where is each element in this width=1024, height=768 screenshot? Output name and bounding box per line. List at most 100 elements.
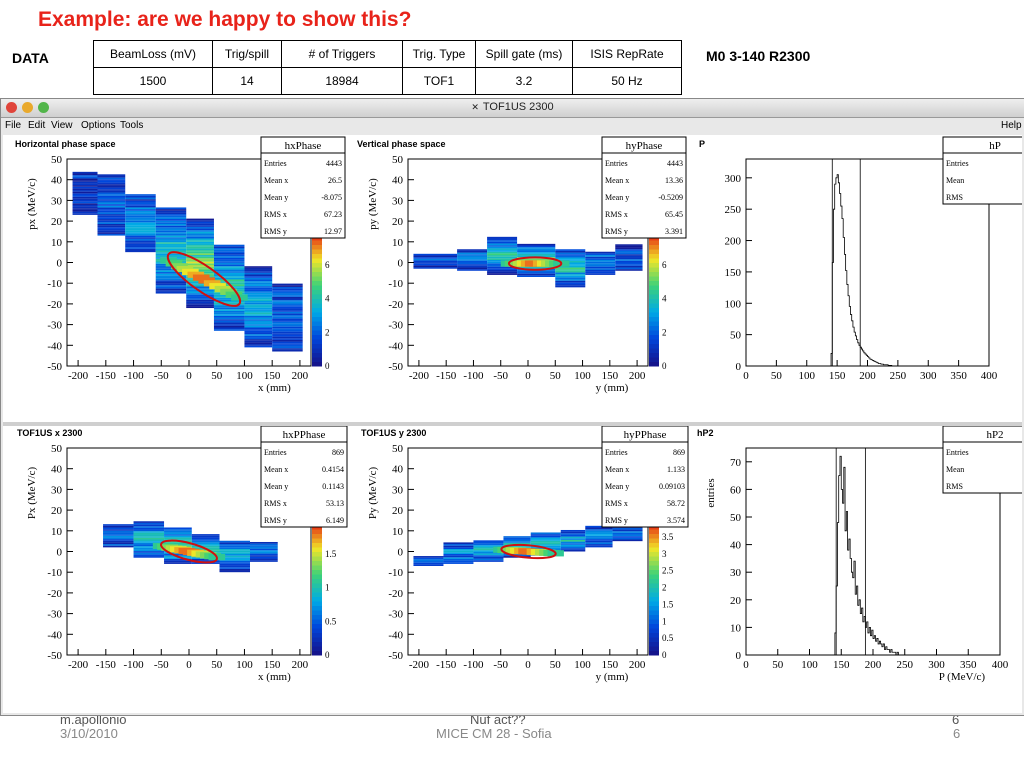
heatmap-cell <box>517 250 556 253</box>
heatmap-cell <box>612 539 643 542</box>
heatmap-cell <box>155 207 187 210</box>
heatmap-cell <box>155 235 187 238</box>
heatmap-cell <box>164 557 192 559</box>
x-tick-label: 350 <box>960 659 977 671</box>
heatmap-cell <box>191 534 220 536</box>
y-tick-label: 0 <box>736 650 742 662</box>
heatmap-cell <box>213 249 245 252</box>
y-tick-label: 20 <box>51 216 63 228</box>
heatmap-cell <box>272 328 303 330</box>
stats-value: 869 <box>673 448 685 457</box>
heatmap-cell <box>413 258 458 261</box>
heatmap-cell <box>125 205 156 208</box>
maximize-window-icon[interactable] <box>38 102 49 113</box>
menu-file[interactable]: File <box>5 120 22 131</box>
heatmap-cell <box>72 171 98 174</box>
heatmap-cell <box>219 553 250 556</box>
y-tick-label: 30 <box>51 484 63 496</box>
close-window-icon[interactable] <box>6 102 17 113</box>
minimize-window-icon[interactable] <box>22 102 33 113</box>
heatmap-cell <box>473 555 504 557</box>
stats-label: Mean y <box>264 193 288 202</box>
stats-label: Mean <box>946 465 964 474</box>
colorbar-segment <box>312 578 322 584</box>
colorbar-segment <box>312 556 322 561</box>
menu-view[interactable]: View <box>51 120 73 131</box>
colorbar-segment <box>649 258 659 263</box>
y-axis-label: Py (MeV/c) <box>367 467 379 520</box>
y-tick-label: -30 <box>388 320 403 332</box>
heatmap-cell <box>560 543 586 545</box>
heatmap-cell <box>272 323 303 326</box>
run-label: M0 3-140 R2300 <box>706 48 811 64</box>
x-tick-label: -50 <box>154 370 169 382</box>
menu-help[interactable]: Help <box>1001 120 1022 131</box>
heatmap-cell <box>443 562 474 564</box>
pad-title: P <box>699 139 705 149</box>
heatmap-cell <box>213 314 245 316</box>
emittance-ellipse <box>160 539 218 564</box>
heatmap-cell <box>97 180 126 183</box>
heatmap-cell <box>125 220 156 223</box>
x-tick-label: -150 <box>436 659 457 671</box>
stats-label: Mean y <box>605 193 629 202</box>
y-tick-label: -30 <box>47 609 62 621</box>
heatmap-cell <box>103 544 134 546</box>
footer-page: 6 <box>953 726 961 741</box>
heatmap-cell <box>213 325 245 328</box>
heatmap-cell <box>250 545 278 547</box>
heatmap-cell <box>555 277 586 280</box>
heatmap-cell <box>473 558 504 561</box>
heatmap-cell <box>155 237 187 239</box>
heatmap-cell <box>186 286 214 289</box>
beam-info-table: BeamLoss (mV) Trig/spill # of Triggers T… <box>93 40 682 95</box>
heatmap-cell <box>250 541 278 544</box>
window-titlebar[interactable]: ✕ TOF1US 2300 <box>1 99 1024 118</box>
heatmap-cell <box>487 241 518 244</box>
heatmap-cell <box>585 529 613 531</box>
heatmap-cell <box>213 267 245 270</box>
menu-options[interactable]: Options <box>81 120 116 131</box>
x-tick-label: -200 <box>409 370 430 382</box>
menu-edit[interactable]: Edit <box>28 120 46 131</box>
plot-canvas[interactable]: Horizontal phase space02468-200-150-100-… <box>3 135 1024 713</box>
colorbar-segment <box>649 312 659 317</box>
heatmap-cell <box>272 283 303 286</box>
heatmap-cell <box>191 540 220 543</box>
y-tick-label: 10 <box>392 237 404 249</box>
heatmap-cell <box>487 248 518 251</box>
heatmap-cell <box>72 196 98 199</box>
colorbar-segment <box>649 244 659 250</box>
colorbar-segment <box>312 244 322 250</box>
heatmap-cell <box>517 255 556 258</box>
x-tick-label: 0 <box>743 370 749 382</box>
stats-label: Mean x <box>605 465 629 474</box>
colorbar-segment <box>312 280 322 286</box>
table-header-row: BeamLoss (mV) Trig/spill # of Triggers T… <box>93 40 682 68</box>
heatmap-cell <box>272 318 303 321</box>
heatmap-cell <box>457 250 488 253</box>
heatmap-cell <box>97 210 126 213</box>
x-tick-label: 250 <box>897 659 914 671</box>
heatmap-cell <box>555 252 586 255</box>
heatmap-cell <box>244 325 273 328</box>
heatmap-cell <box>473 550 504 552</box>
heatmap-cell <box>133 539 165 542</box>
y-tick-label: -10 <box>388 567 403 579</box>
heatmap-cell <box>555 250 586 253</box>
heatmap-cell <box>186 268 214 270</box>
menu-tools[interactable]: Tools <box>120 120 144 131</box>
colorbar-segment <box>312 348 322 353</box>
heatmap-cell <box>125 247 156 249</box>
colorbar-segment <box>649 614 659 620</box>
heatmap-cell <box>219 558 250 561</box>
heatmap-cell <box>191 535 220 538</box>
colorbar-segment <box>649 533 659 539</box>
heatmap-cell <box>72 188 98 191</box>
heatmap-cell <box>457 264 488 266</box>
colorbar-segment <box>649 578 659 584</box>
heatmap-cell <box>97 174 126 176</box>
stats-value: 58.72 <box>667 499 685 508</box>
heatmap-cell <box>125 222 156 224</box>
heatmap-cell <box>125 199 156 201</box>
